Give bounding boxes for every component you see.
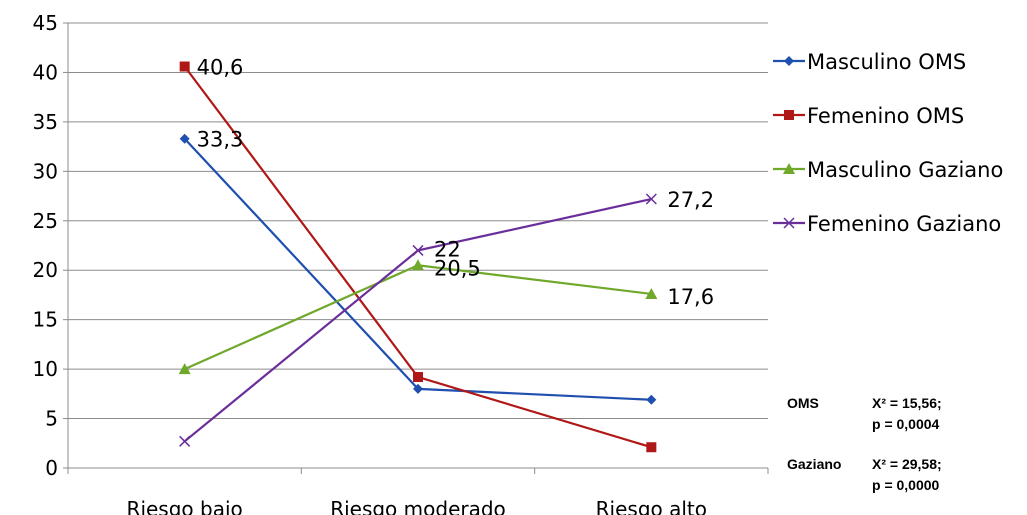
y-tick-label: 0 bbox=[45, 456, 58, 480]
series-line-masculino-gaziano bbox=[184, 264, 652, 371]
marker-stroke bbox=[645, 193, 657, 205]
data-point-femenino-oms bbox=[646, 442, 657, 453]
gridlines bbox=[68, 22, 768, 420]
x-axis: Riesgo bajo Riesgo moderado Riesgo alto bbox=[67, 467, 769, 515]
y-axis: 0 5 10 15 20 25 30 35 40 45 bbox=[33, 11, 69, 480]
statistics-annotation: OMS X² = 15,56; p = 0,0004 Gaziano X² = … bbox=[787, 395, 942, 493]
marker-stroke bbox=[783, 217, 795, 229]
y-tick-label: 15 bbox=[33, 308, 58, 332]
series-group bbox=[178, 61, 658, 453]
data-point-masculino-oms bbox=[413, 383, 423, 394]
data-point-masculino-oms bbox=[646, 394, 657, 405]
data-point-masculino-gaziano bbox=[645, 287, 658, 299]
data-label-femenino-gaziano: 27,2 bbox=[667, 188, 714, 212]
data-point-masculino-gaziano bbox=[178, 363, 191, 375]
data-point-femenino-gaziano bbox=[179, 435, 191, 447]
legend-label-femenino-oms: Femenino OMS bbox=[807, 104, 964, 128]
data-point-femenino-gaziano bbox=[412, 244, 424, 256]
stat-oms-chi: X² = 15,56; bbox=[872, 395, 942, 411]
y-tick-label: 10 bbox=[33, 357, 58, 381]
data-point-femenino-oms bbox=[413, 372, 423, 383]
data-point-masculino-oms bbox=[179, 133, 190, 144]
data-labels: 33,3 40,6 20,5 17,6 22 27,2 bbox=[197, 56, 714, 309]
legend-marker-femenino-oms bbox=[784, 110, 794, 120]
legend-marker-masculino-gaziano bbox=[783, 163, 795, 174]
stat-oms-label: OMS bbox=[787, 395, 819, 411]
legend-label-masculino-gaziano: Masculino Gaziano bbox=[807, 158, 1003, 182]
data-label-masculino-oms: 33,3 bbox=[197, 128, 244, 152]
legend-marker-femenino-gaziano bbox=[783, 217, 795, 229]
data-label-masculino-gaziano: 17,6 bbox=[667, 285, 714, 309]
marker-stroke bbox=[412, 244, 424, 256]
y-tick-label: 25 bbox=[33, 209, 58, 233]
stat-gaziano-p: p = 0,0000 bbox=[872, 477, 940, 493]
data-label-femenino-gaziano: 22 bbox=[434, 237, 461, 261]
y-tick-label: 30 bbox=[33, 159, 58, 183]
data-point-femenino-gaziano bbox=[645, 193, 657, 205]
y-tick-label: 5 bbox=[45, 407, 58, 431]
legend-label-masculino-oms: Masculino OMS bbox=[807, 50, 966, 74]
data-point-femenino-oms bbox=[179, 61, 190, 72]
y-tick-label: 20 bbox=[33, 258, 58, 282]
stat-oms-p: p = 0,0004 bbox=[872, 416, 940, 432]
legend-label-femenino-gaziano: Femenino Gaziano bbox=[807, 212, 1001, 236]
data-label-femenino-oms: 40,6 bbox=[197, 56, 244, 80]
x-tick-label: Riesgo alto bbox=[596, 497, 707, 515]
legend-marker-masculino-oms bbox=[784, 56, 794, 66]
y-tick-label: 40 bbox=[33, 60, 58, 84]
y-tick-label: 35 bbox=[33, 110, 58, 134]
x-tick-label: Riesgo bajo bbox=[127, 497, 243, 515]
legend: Masculino OMS Femenino OMS Masculino Gazia… bbox=[773, 50, 1003, 236]
marker-stroke bbox=[179, 435, 191, 447]
x-tick-label: Riesgo moderado bbox=[330, 497, 506, 515]
data-label-masculino-gaziano: 20,5 bbox=[434, 256, 481, 280]
y-tick-label: 45 bbox=[33, 11, 58, 35]
stat-gaziano-label: Gaziano bbox=[787, 456, 841, 472]
stat-gaziano-chi: X² = 29,58; bbox=[872, 456, 942, 472]
data-point-masculino-gaziano bbox=[412, 259, 424, 271]
